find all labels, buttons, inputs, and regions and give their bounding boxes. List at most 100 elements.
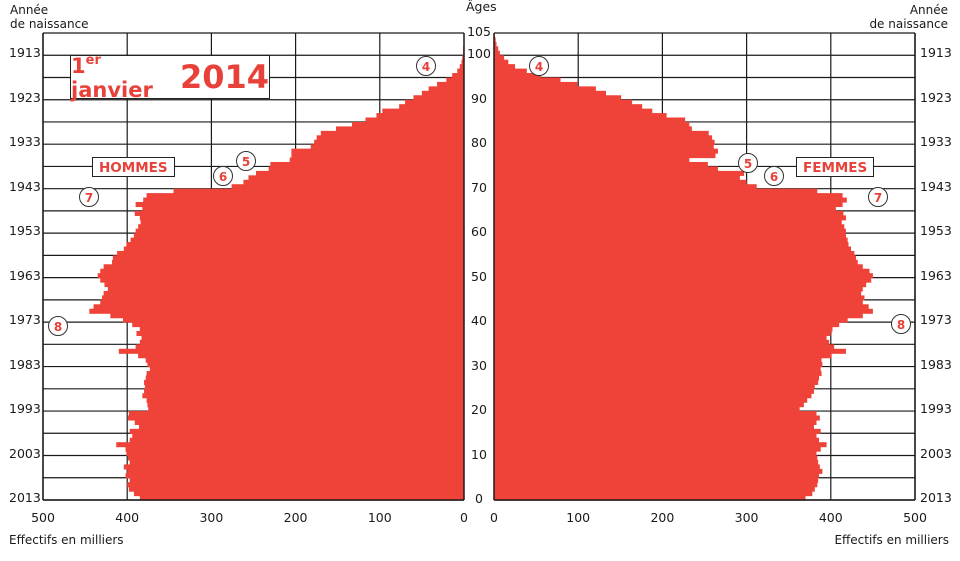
- legend-hommes: HOMMES: [92, 157, 175, 177]
- bar-femmes: [494, 121, 690, 127]
- bar-hommes: [128, 415, 465, 421]
- bar-femmes: [494, 379, 819, 385]
- bar-hommes: [103, 264, 465, 270]
- bar-hommes: [140, 219, 464, 225]
- bar-hommes: [104, 282, 464, 288]
- bar-hommes: [143, 197, 464, 203]
- bar-hommes: [437, 81, 464, 87]
- bar-femmes: [494, 348, 846, 354]
- bar-hommes: [382, 108, 464, 114]
- bar-hommes: [291, 153, 464, 159]
- bar-femmes: [494, 95, 622, 101]
- bar-hommes: [376, 113, 464, 119]
- bar-hommes: [132, 322, 464, 328]
- bar-hommes: [139, 339, 464, 345]
- bar-femmes: [494, 197, 847, 203]
- bar-femmes: [494, 117, 686, 123]
- birth-year-tick-left: 1973: [9, 312, 41, 328]
- age-tick: 60: [471, 224, 487, 240]
- bar-hommes: [133, 233, 464, 239]
- birth-year-tick-left: 1923: [9, 89, 41, 105]
- bar-hommes: [148, 406, 464, 412]
- bar-hommes: [126, 242, 464, 248]
- bar-femmes: [494, 295, 865, 301]
- bar-femmes: [494, 273, 873, 279]
- bar-hommes: [243, 179, 464, 185]
- bar-femmes: [494, 393, 812, 399]
- annotation-8-left: 8: [48, 316, 68, 336]
- bar-femmes: [494, 179, 747, 185]
- bar-femmes: [494, 442, 827, 448]
- bar-hommes: [231, 184, 464, 190]
- age-tick: 10: [471, 446, 487, 462]
- bar-femmes: [494, 130, 709, 136]
- bar-hommes: [270, 161, 464, 168]
- annotation-5-left: 5: [236, 151, 256, 171]
- bar-femmes: [494, 37, 496, 43]
- bar-femmes: [494, 99, 633, 105]
- bar-femmes: [494, 46, 499, 52]
- bar-hommes: [128, 486, 464, 492]
- bar-hommes: [399, 104, 464, 110]
- birth-year-tick-left: 1913: [9, 45, 41, 61]
- bar-hommes: [144, 388, 465, 394]
- annotation-6-left: 6: [213, 166, 233, 186]
- bar-femmes: [494, 224, 845, 230]
- bar-hommes: [133, 491, 464, 497]
- bar-hommes: [100, 268, 465, 274]
- bar-hommes: [146, 371, 465, 377]
- bar-femmes: [494, 161, 708, 168]
- bar-femmes: [494, 166, 718, 172]
- annotation-8-right: 8: [891, 314, 911, 334]
- bar-femmes: [494, 437, 820, 443]
- bar-femmes: [494, 459, 819, 466]
- bar-femmes: [494, 286, 863, 292]
- bar-hommes: [125, 446, 465, 452]
- chart-title: 1er janvier 2014: [70, 52, 270, 102]
- bar-hommes: [428, 86, 464, 92]
- bar-femmes: [494, 77, 561, 83]
- birth-year-tick-right: 1943: [920, 178, 952, 194]
- bar-hommes: [138, 424, 464, 430]
- bar-hommes: [125, 473, 465, 479]
- bar-hommes: [147, 402, 464, 408]
- bar-femmes: [494, 353, 832, 359]
- bar-femmes: [494, 304, 869, 310]
- bar-femmes: [494, 313, 863, 319]
- birth-year-tick-left: 2013: [9, 490, 41, 505]
- bar-femmes: [494, 344, 835, 350]
- bar-hommes: [107, 286, 465, 292]
- age-tick: 105: [467, 24, 491, 39]
- x-tick-left: 0: [460, 510, 468, 525]
- bar-hommes: [452, 73, 464, 79]
- bar-hommes: [128, 411, 464, 417]
- bar-hommes: [117, 250, 464, 256]
- bar-femmes: [494, 175, 740, 181]
- bar-femmes: [494, 339, 830, 345]
- bar-hommes: [457, 68, 464, 74]
- age-tick: 50: [471, 268, 487, 284]
- bar-femmes: [494, 326, 833, 332]
- bar-hommes: [135, 228, 464, 234]
- bar-femmes: [494, 73, 542, 79]
- x-tick-left: 500: [31, 510, 55, 525]
- bar-femmes: [494, 411, 817, 417]
- bar-femmes: [494, 184, 757, 190]
- annotation-6-right: 6: [764, 166, 784, 186]
- bar-femmes: [494, 468, 823, 474]
- bar-hommes: [413, 95, 464, 101]
- bar-femmes: [494, 170, 745, 176]
- bar-femmes: [494, 428, 821, 434]
- bar-hommes: [101, 295, 464, 301]
- bar-hommes: [132, 433, 464, 439]
- age-tick: 20: [471, 402, 487, 418]
- legend-femmes: FEMMES: [796, 157, 875, 177]
- bar-hommes: [139, 326, 464, 332]
- bar-femmes: [494, 264, 863, 270]
- bar-femmes: [494, 464, 820, 470]
- bar-femmes: [494, 277, 872, 283]
- bar-femmes: [494, 242, 849, 248]
- bar-hommes: [149, 366, 464, 372]
- bar-hommes: [139, 495, 464, 501]
- bar-hommes: [122, 317, 465, 323]
